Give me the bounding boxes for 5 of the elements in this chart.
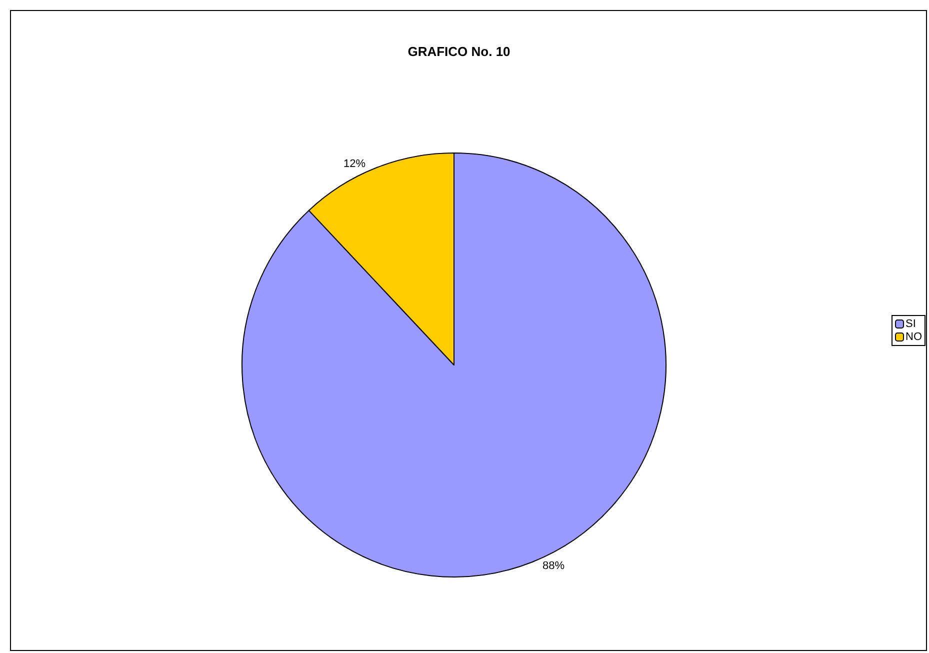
data-label: 12%	[343, 158, 366, 170]
legend-label: NO	[906, 331, 922, 343]
chart-title: GRAFICO No. 10	[408, 44, 510, 59]
legend-label: SI	[906, 318, 916, 330]
data-label: 88%	[542, 560, 565, 572]
